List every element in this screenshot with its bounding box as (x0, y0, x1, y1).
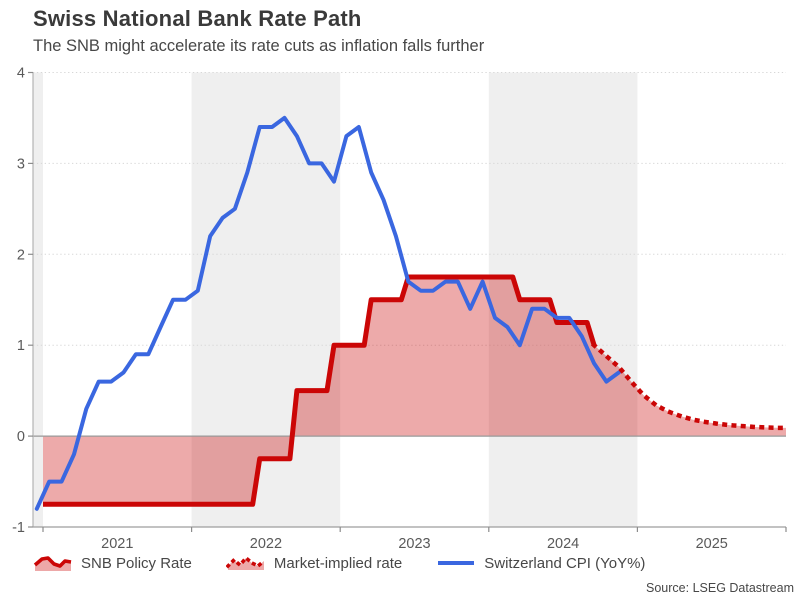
legend-label-switzerland-cpi: Switzerland CPI (YoY%) (484, 554, 646, 572)
legend-item-market-implied-rate: Market-implied rate (225, 554, 403, 572)
legend-label-market-implied-rate: Market-implied rate (273, 554, 403, 572)
chart-title: Swiss National Bank Rate Path (33, 6, 362, 31)
svg-text:2022: 2022 (250, 536, 282, 552)
market-implied-rate-legend-icon (225, 555, 266, 570)
svg-text:-1: -1 (12, 520, 25, 536)
svg-text:2024: 2024 (547, 536, 579, 552)
legend-item-switzerland-cpi: Switzerland CPI (YoY%) (436, 554, 645, 572)
svg-text:0: 0 (17, 429, 25, 445)
svg-text:3: 3 (17, 156, 25, 172)
switzerland-cpi-legend-icon (438, 561, 475, 565)
svg-text:2025: 2025 (696, 536, 728, 552)
svg-text:2023: 2023 (398, 536, 430, 552)
snb-policy-rate-legend-icon (33, 556, 72, 571)
source-attribution: Source: LSEG Datastream (646, 581, 794, 595)
svg-text:2021: 2021 (101, 536, 133, 552)
chart-subtitle: The SNB might accelerate its rate cuts a… (33, 37, 485, 55)
svg-text:2: 2 (17, 247, 25, 263)
svg-text:4: 4 (17, 66, 25, 82)
chart-legend: SNB Policy Rate Market-implied rate Swit… (33, 554, 679, 572)
legend-label-snb-policy-rate: SNB Policy Rate (81, 554, 192, 572)
legend-item-snb-policy-rate: SNB Policy Rate (33, 554, 192, 572)
svg-text:1: 1 (17, 338, 25, 354)
